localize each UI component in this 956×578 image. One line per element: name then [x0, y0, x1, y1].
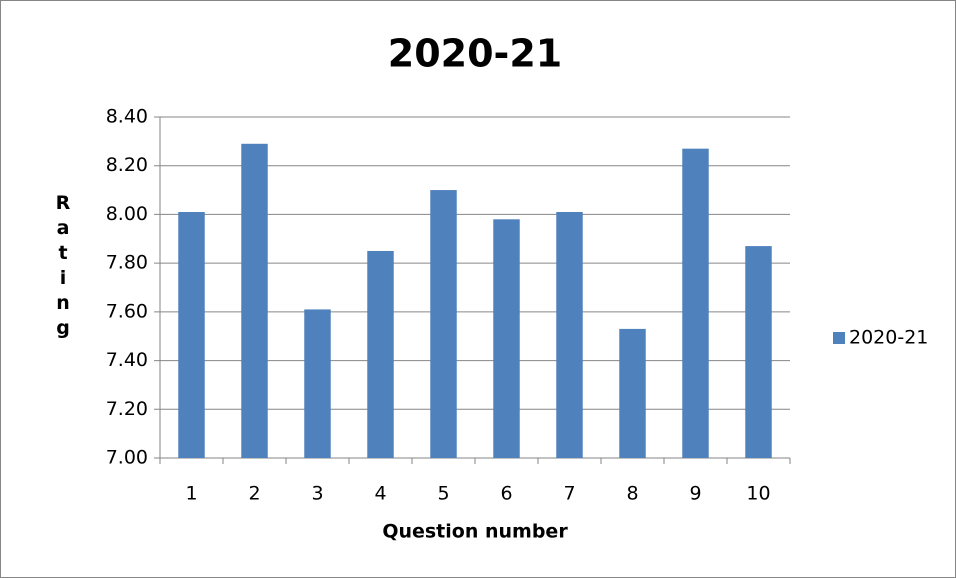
x-tick-label: 5 — [437, 483, 449, 505]
x-tick-label: 9 — [689, 483, 701, 505]
x-axis-label: Question number — [382, 521, 568, 543]
x-tick-label: 6 — [500, 483, 512, 505]
bar — [178, 211, 205, 458]
bar — [241, 143, 268, 459]
bar — [745, 246, 772, 458]
bar — [619, 328, 646, 458]
bar — [682, 148, 709, 458]
legend-label: 2020-21 — [849, 327, 928, 349]
y-axis-label: Rating — [52, 192, 74, 342]
y-tick-label: 7.00 — [106, 447, 148, 469]
x-tick-label: 10 — [746, 483, 770, 505]
y-tick-label: 7.60 — [106, 300, 148, 322]
bar — [556, 211, 583, 458]
bar — [430, 190, 457, 459]
y-tick-label: 8.40 — [106, 106, 148, 128]
chart-title: 2020-21 — [388, 32, 562, 76]
y-tick-label: 7.40 — [106, 349, 148, 371]
x-tick-label: 8 — [626, 483, 638, 505]
legend-swatch — [833, 332, 845, 344]
y-tick-label: 8.00 — [106, 203, 148, 225]
y-tick-label: 8.20 — [106, 154, 148, 176]
bar — [367, 250, 394, 458]
x-tick-label: 1 — [185, 483, 197, 505]
y-tick-label: 7.20 — [106, 398, 148, 420]
x-tick-label: 3 — [311, 483, 323, 505]
x-tick-label: 7 — [563, 483, 575, 505]
bar — [304, 309, 331, 458]
x-tick-label: 2 — [248, 483, 260, 505]
y-tick-label: 7.80 — [106, 252, 148, 274]
x-tick-label: 4 — [374, 483, 386, 505]
bar — [493, 219, 520, 458]
